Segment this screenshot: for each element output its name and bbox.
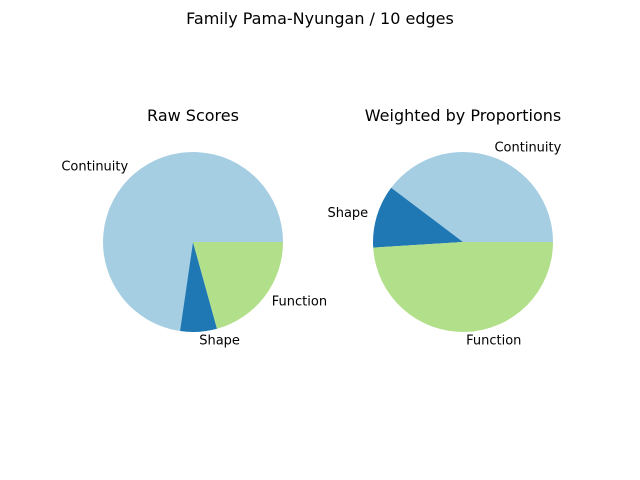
pie-label-function: Function bbox=[272, 294, 327, 309]
pie-label-shape: Shape bbox=[327, 206, 368, 221]
pie-slice-function bbox=[193, 242, 283, 329]
pie-slice-shape bbox=[373, 187, 463, 248]
pie-slice-continuity bbox=[103, 151, 283, 332]
pie-label-shape: Shape bbox=[199, 333, 240, 348]
pie-weighted: Continuity Shape Function bbox=[327, 141, 561, 349]
pie-chart-weighted: Weighted by Proportions Continuity Shape F… bbox=[327, 106, 561, 348]
pie-label-function: Function bbox=[466, 333, 521, 348]
pie-raw-scores: Continuity Shape Function bbox=[61, 151, 327, 348]
pie-slice-shape bbox=[180, 242, 218, 333]
pie-slice-function bbox=[373, 242, 553, 332]
pie-label-continuity: Continuity bbox=[494, 141, 561, 156]
chart-title-raw-scores: Raw Scores bbox=[147, 106, 239, 125]
pie-chart-raw-scores: Raw Scores Continuity Shape Function bbox=[61, 106, 327, 348]
chart-title-weighted: Weighted by Proportions bbox=[365, 106, 561, 125]
pie-slice-continuity bbox=[391, 152, 553, 242]
pie-label-continuity: Continuity bbox=[61, 160, 128, 175]
figure-title: Family Pama-Nyungan / 10 edges bbox=[186, 9, 454, 28]
